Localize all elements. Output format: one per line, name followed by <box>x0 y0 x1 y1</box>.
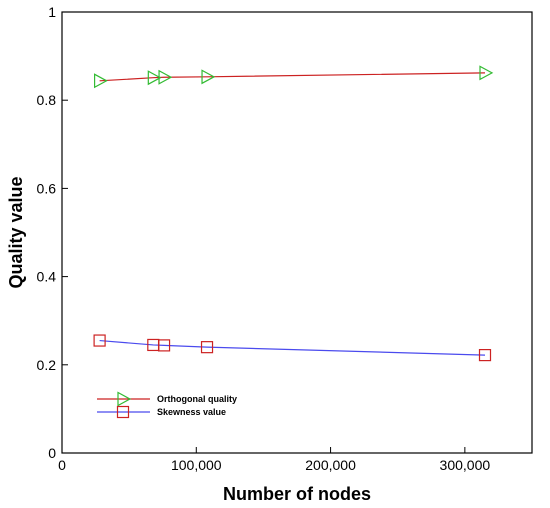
y-tick-label: 0.8 <box>37 92 57 108</box>
legend-marker <box>116 405 130 419</box>
legend-label: Orthogonal quality <box>157 394 237 404</box>
y-tick-label: 0.2 <box>37 357 57 373</box>
x-tick-label: 200,000 <box>305 457 356 473</box>
legend-item: Skewness value <box>97 405 226 419</box>
data-point <box>93 73 108 89</box>
y-axis-title: Quality value <box>6 176 26 288</box>
y-tick-label: 0 <box>48 445 56 461</box>
data-point <box>201 69 216 85</box>
x-tick-label: 300,000 <box>440 457 491 473</box>
legend-item: Orthogonal quality <box>97 391 237 407</box>
plot-frame <box>61 11 533 454</box>
data-point <box>478 348 492 362</box>
series-2 <box>93 334 492 362</box>
y-tick-label: 0.4 <box>37 269 57 285</box>
data-point <box>93 334 106 347</box>
series-line <box>99 72 486 82</box>
data-point <box>200 341 214 354</box>
series-line <box>99 339 486 356</box>
y-tick-label: 1 <box>48 4 56 20</box>
y-tick-label: 0.6 <box>37 180 57 196</box>
legend: Orthogonal quality Skewness value <box>97 391 237 419</box>
data-point <box>158 69 173 85</box>
legend-label: Skewness value <box>157 407 226 417</box>
series-layer <box>93 65 494 362</box>
series-1 <box>93 65 494 89</box>
x-tick-label: 100,000 <box>171 457 222 473</box>
x-tick-label: 0 <box>58 457 66 473</box>
axis-ticks: 0 100,000 200,000 300,000 0 0.2 0.4 0.6 0.8 1 <box>37 4 491 473</box>
x-axis-title: Number of nodes <box>223 484 371 504</box>
data-point <box>157 339 171 352</box>
legend-marker <box>117 391 132 407</box>
data-point <box>147 70 162 86</box>
data-point <box>479 65 494 81</box>
